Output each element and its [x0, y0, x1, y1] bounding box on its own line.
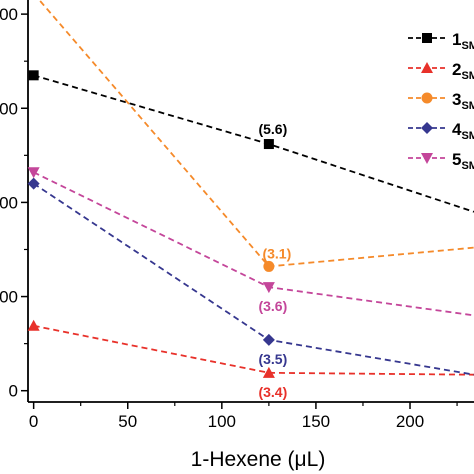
series-line-2	[33, 324, 474, 376]
x-tick-label-100: 100	[208, 412, 236, 431]
legend-marker	[421, 153, 433, 164]
data-point-s2-2	[262, 366, 275, 378]
y-tick-label-1000: 000	[0, 288, 18, 307]
series-markers	[27, 70, 275, 378]
legend-marker	[421, 62, 433, 73]
x-tick-label-150: 150	[302, 412, 330, 431]
x-tick-label-50: 50	[118, 412, 137, 431]
legend-label: 3SM	[452, 90, 474, 112]
data-label-1: (5.6)	[258, 121, 287, 137]
legend-item-5: 5SM	[408, 150, 474, 172]
data-label-5: (3.4)	[258, 384, 287, 400]
legend-marker	[421, 92, 433, 104]
legend-item-1: 1SM	[408, 30, 474, 52]
legend-label: 5SM	[452, 150, 474, 172]
axes: 0501001502000000000000000	[0, 0, 474, 431]
legend-marker	[422, 33, 432, 43]
legend-item-3: 3SM	[408, 90, 474, 112]
data-point-s1-2	[263, 139, 274, 150]
data-point-s3-2	[263, 260, 275, 272]
legend: 1SM 2SM 3SM 4SM 5SM	[408, 30, 474, 172]
x-axis-label: 1-Hexene (μL)	[191, 448, 326, 471]
data-point-s4-2	[262, 333, 275, 346]
data-point-s4-1	[27, 177, 40, 190]
series-line-1	[33, 74, 474, 213]
y-tick-label-2000: 000	[0, 193, 18, 212]
y-tick-label-4000: 000	[0, 5, 18, 24]
data-label-3: (3.6)	[258, 298, 287, 314]
data-label-4: (3.5)	[258, 351, 287, 367]
data-point-s2-1	[27, 319, 40, 331]
x-tick-label-0: 0	[29, 412, 38, 431]
series-line-5	[33, 171, 474, 317]
y-tick-label-0: 0	[9, 382, 18, 401]
legend-label: 1SM	[452, 30, 474, 52]
series-lines	[33, 0, 474, 376]
legend-item-4: 4SM	[408, 120, 474, 142]
x-tick-label-200: 200	[396, 412, 424, 431]
legend-item-2: 2SM	[408, 60, 474, 82]
data-point-s1-1	[28, 70, 39, 81]
data-point-s5-2	[262, 282, 275, 294]
legend-marker	[421, 122, 433, 134]
series-line-3	[38, 0, 474, 268]
y-tick-label-3000: 000	[0, 99, 18, 118]
annotations: (5.6) (3.1) (3.6) (3.5) (3.4)	[258, 121, 291, 400]
legend-label: 4SM	[452, 120, 474, 142]
data-label-2: (3.1)	[262, 245, 291, 261]
legend-label: 2SM	[452, 60, 474, 82]
data-point-s5-1	[27, 167, 40, 179]
